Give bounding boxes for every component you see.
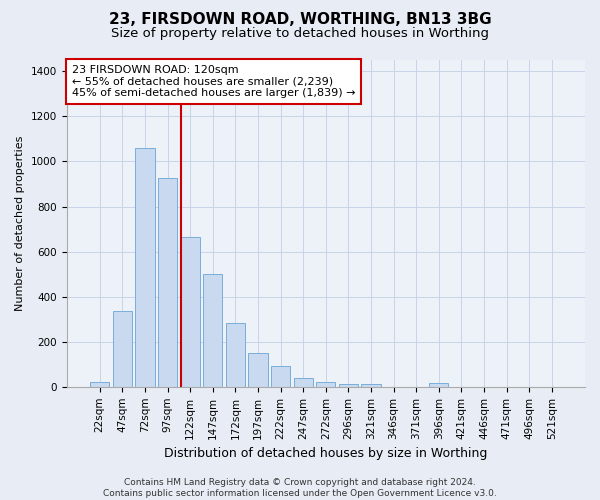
Bar [248,354,268,387]
Bar [316,382,335,387]
Text: 23, FIRSDOWN ROAD, WORTHING, BN13 3BG: 23, FIRSDOWN ROAD, WORTHING, BN13 3BG [109,12,491,28]
Y-axis label: Number of detached properties: Number of detached properties [15,136,25,311]
Text: 23 FIRSDOWN ROAD: 120sqm
← 55% of detached houses are smaller (2,239)
45% of sem: 23 FIRSDOWN ROAD: 120sqm ← 55% of detach… [72,65,355,98]
Text: Contains HM Land Registry data © Crown copyright and database right 2024.
Contai: Contains HM Land Registry data © Crown c… [103,478,497,498]
Text: Size of property relative to detached houses in Worthing: Size of property relative to detached ho… [111,28,489,40]
Bar [271,366,290,387]
Bar [158,178,177,387]
Bar [181,237,200,387]
X-axis label: Distribution of detached houses by size in Worthing: Distribution of detached houses by size … [164,447,487,460]
Bar [113,312,132,387]
Bar [203,274,223,387]
Bar [429,383,448,387]
Bar [339,384,358,387]
Bar [226,322,245,387]
Bar [90,382,109,387]
Bar [293,378,313,387]
Bar [361,384,380,387]
Bar [136,148,155,387]
